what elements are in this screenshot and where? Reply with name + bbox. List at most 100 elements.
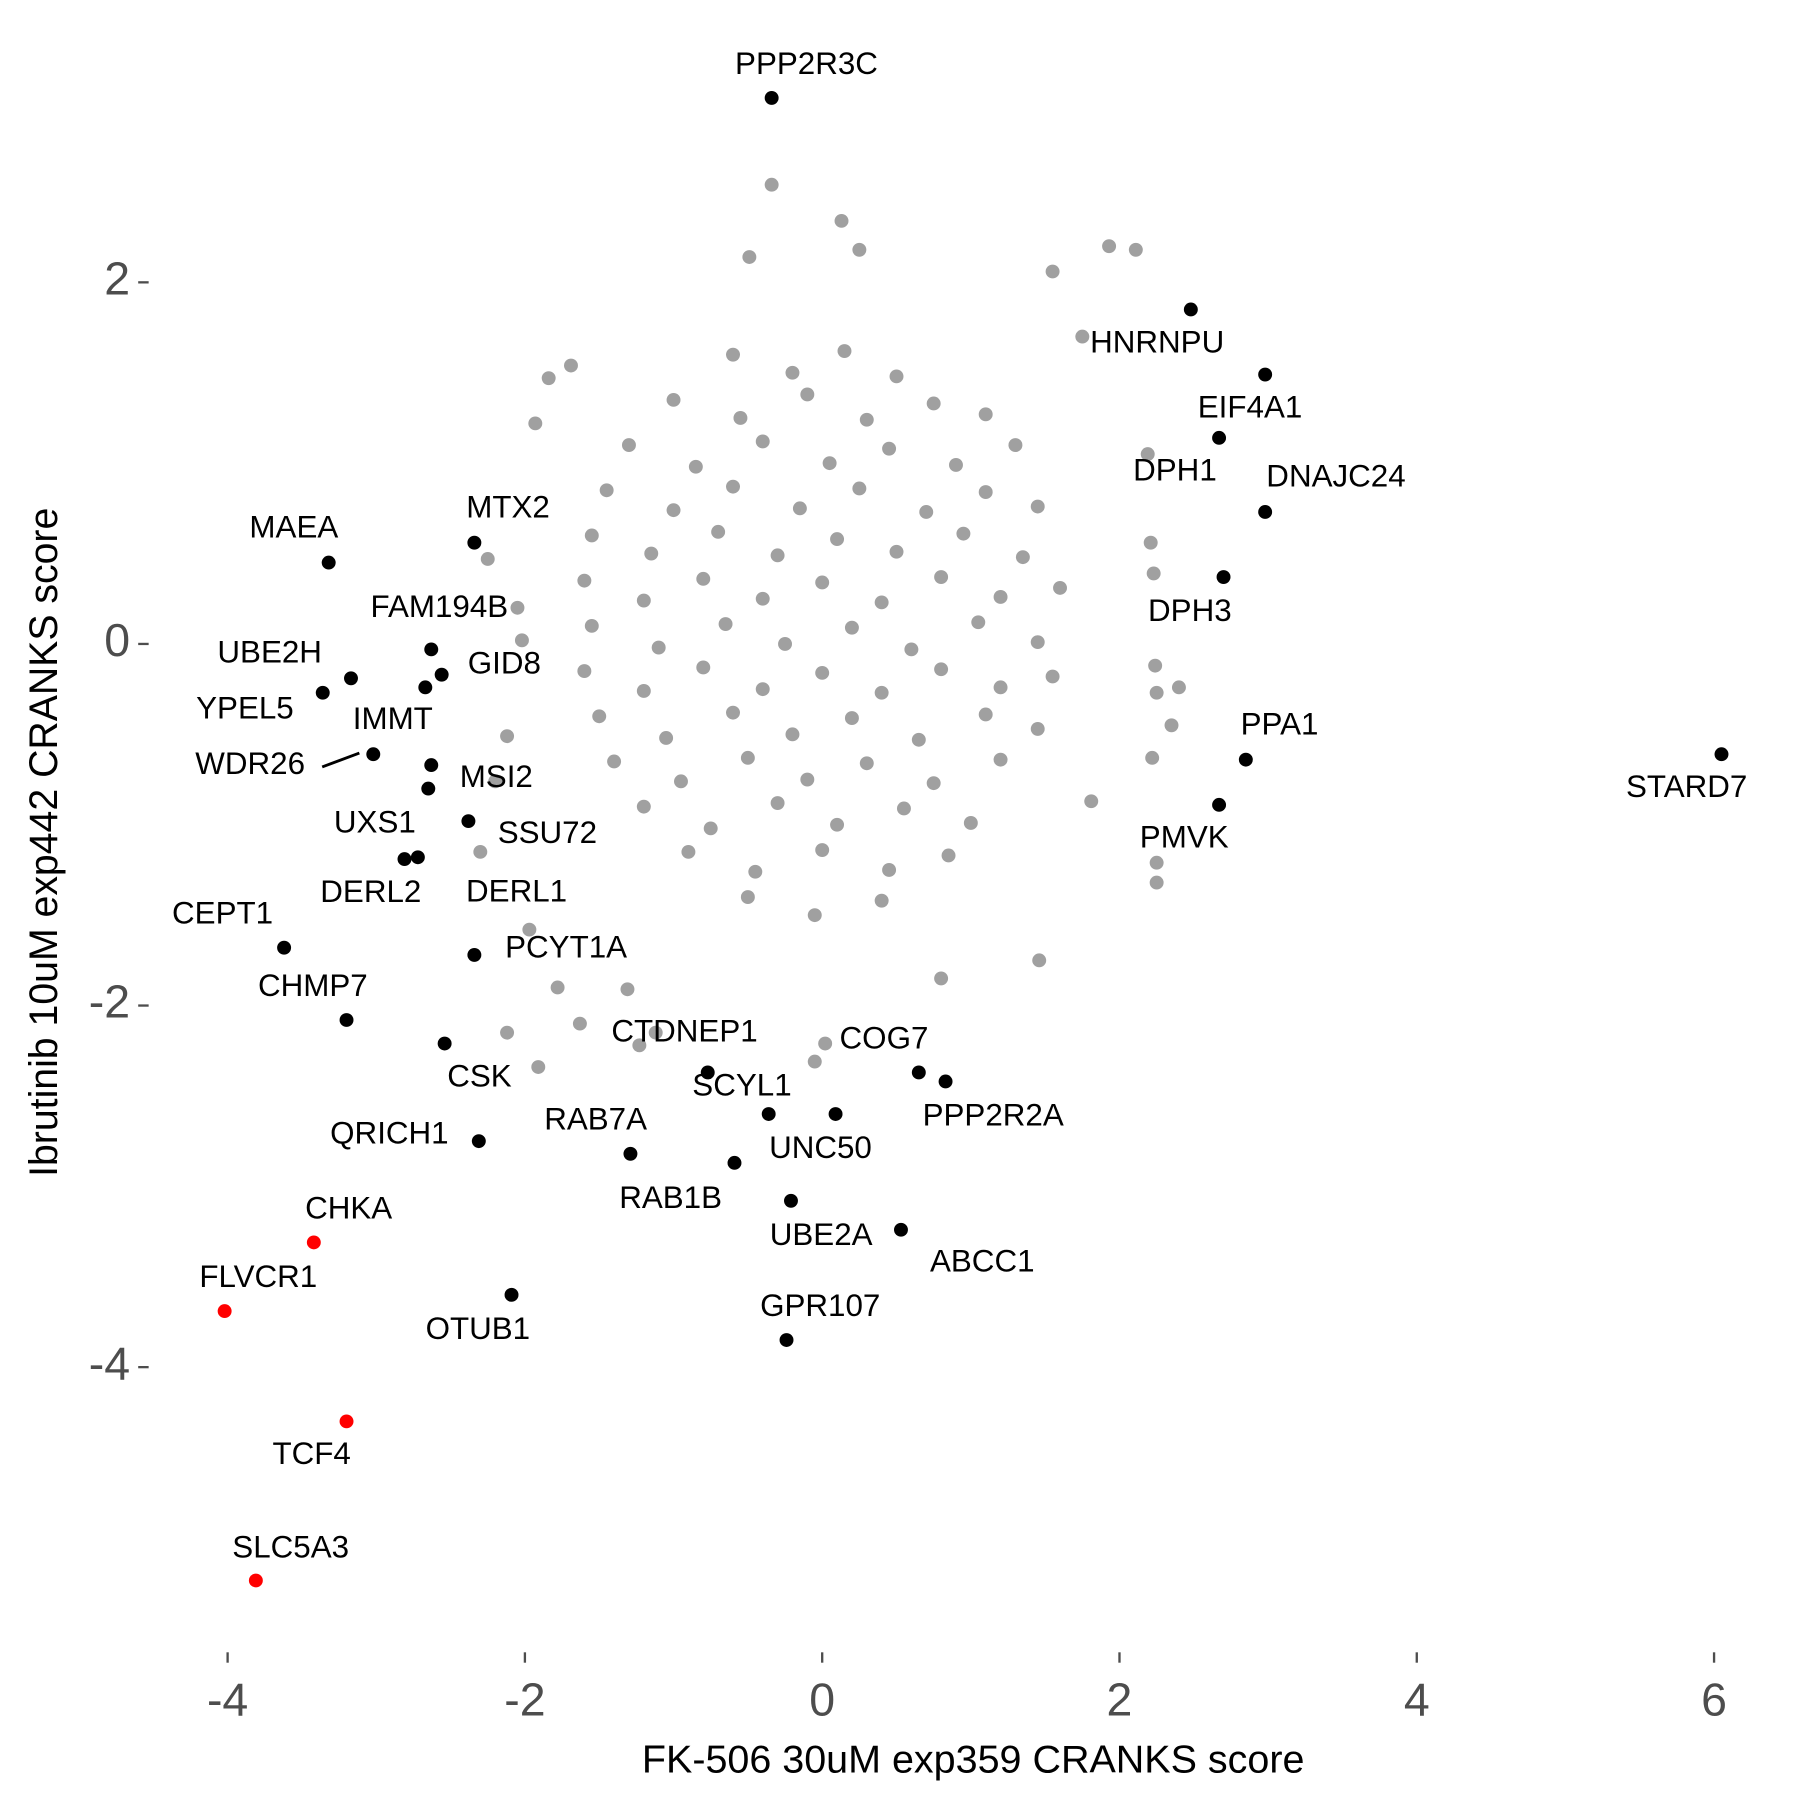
point: [514, 633, 529, 648]
point: [577, 664, 592, 678]
point: [755, 591, 770, 606]
point: [632, 1038, 647, 1053]
point: [315, 685, 330, 700]
x-tick-label: 0: [809, 1673, 835, 1725]
point: [834, 213, 849, 228]
point: [837, 344, 852, 358]
point: [696, 571, 711, 586]
point: [480, 552, 495, 566]
point: [1183, 302, 1198, 317]
point: [424, 642, 439, 657]
x-tick-label: -2: [504, 1673, 545, 1725]
point-label: DERL1: [466, 873, 567, 908]
point: [934, 570, 949, 584]
point: [764, 91, 779, 105]
point: [688, 459, 703, 474]
point: [919, 505, 934, 519]
point: [1145, 750, 1160, 765]
point: [564, 358, 578, 373]
point: [1075, 329, 1090, 344]
point-label: GPR107: [760, 1288, 880, 1323]
point-label: EIF4A1: [1198, 389, 1303, 424]
point: [896, 801, 911, 816]
x-tick-label: -4: [207, 1673, 248, 1725]
point: [620, 982, 635, 997]
point: [740, 750, 755, 765]
point: [770, 796, 785, 810]
point-label: CTDNEP1: [611, 1014, 757, 1049]
point: [755, 682, 770, 697]
point: [852, 481, 867, 496]
y-tick-label: 2: [104, 253, 130, 305]
point-label: MSI2: [460, 759, 533, 794]
point: [418, 680, 433, 695]
point-label: CHMP7: [258, 968, 368, 1003]
point: [1148, 658, 1163, 673]
point: [248, 1573, 263, 1588]
point: [828, 1107, 843, 1121]
point-label: SSU72: [498, 815, 597, 850]
point: [1128, 242, 1143, 257]
point: [321, 555, 336, 570]
point-label: TCF4: [273, 1436, 351, 1471]
point: [894, 1222, 908, 1237]
point: [434, 667, 449, 682]
point: [748, 864, 763, 879]
point: [592, 709, 607, 724]
point: [467, 947, 482, 962]
point-label: PPP2R2A: [923, 1098, 1064, 1133]
point: [410, 850, 425, 865]
point: [711, 524, 726, 539]
point-label: WDR26: [195, 746, 305, 781]
point: [755, 434, 770, 449]
y-axis-title: Ibrutinib 10uM exp442 CRANKS score: [22, 508, 66, 1177]
point: [306, 1235, 321, 1250]
point: [770, 548, 785, 563]
point: [467, 535, 482, 550]
point: [726, 347, 740, 362]
point: [882, 441, 897, 456]
point-label: FLVCR1: [199, 1259, 317, 1294]
point: [217, 1304, 232, 1319]
point: [648, 1025, 663, 1040]
point: [424, 758, 439, 773]
point: [366, 747, 381, 762]
point: [733, 411, 748, 425]
point: [651, 640, 666, 655]
point: [510, 600, 525, 615]
point: [1045, 264, 1060, 279]
point-label: QRICH1: [330, 1116, 448, 1151]
point: [1216, 570, 1231, 584]
point: [926, 776, 941, 791]
point: [397, 852, 412, 867]
point: [807, 908, 822, 923]
point: [956, 526, 971, 541]
point: [1212, 430, 1227, 445]
point: [926, 396, 941, 411]
point: [882, 863, 897, 877]
point: [659, 731, 674, 745]
point: [978, 485, 993, 499]
point: [761, 1107, 776, 1121]
point: [978, 707, 993, 722]
point-label: SLC5A3: [232, 1530, 349, 1565]
point: [807, 1054, 822, 1069]
point-label: ABCC1: [930, 1244, 1035, 1279]
point: [941, 848, 956, 863]
point: [740, 890, 755, 904]
point: [636, 593, 651, 608]
point-label: FAM194B: [371, 589, 509, 624]
x-tick-label: 4: [1404, 1673, 1430, 1725]
point-label: MTX2: [466, 490, 550, 525]
y-tick-label: 0: [104, 614, 130, 666]
point: [1149, 875, 1164, 890]
point: [949, 458, 963, 472]
point: [993, 590, 1008, 604]
point: [1149, 685, 1164, 700]
point: [1084, 794, 1099, 809]
point: [1032, 953, 1047, 968]
point: [584, 618, 599, 633]
point: [844, 620, 859, 635]
